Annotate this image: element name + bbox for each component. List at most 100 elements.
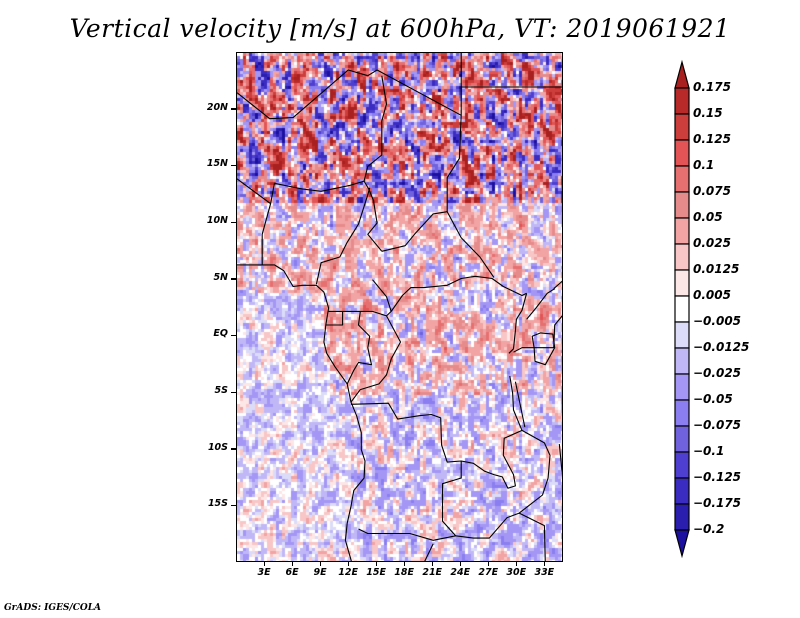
y-tick-label: EQ xyxy=(213,328,228,340)
x-tick-label: 9E xyxy=(313,567,327,578)
border-line xyxy=(237,178,365,205)
border-line xyxy=(237,69,378,120)
x-tick-label: 3E xyxy=(257,567,271,578)
colorbar-segment xyxy=(674,139,690,167)
border-line xyxy=(315,187,371,285)
border-line xyxy=(514,381,526,428)
border-line xyxy=(508,293,528,354)
colorbar-label: 0.05 xyxy=(693,210,723,224)
colorbar-segment xyxy=(674,217,690,245)
x-tick-label: 12E xyxy=(338,567,358,578)
colorbar-segment xyxy=(674,269,690,297)
border-line xyxy=(558,443,562,478)
x-tick-label: 18E xyxy=(394,567,415,578)
colorbar-label: 0.005 xyxy=(693,288,731,302)
border-line xyxy=(328,310,392,317)
x-tick-mark xyxy=(263,561,266,566)
y-tick-mark xyxy=(231,164,236,167)
y-tick-mark xyxy=(231,391,236,393)
x-tick-mark xyxy=(291,561,294,566)
colorbar-label: 0.025 xyxy=(693,236,731,250)
y-tick-label: 10N xyxy=(206,215,228,226)
border-line xyxy=(553,280,562,290)
border-line xyxy=(446,211,495,278)
y-tick-mark xyxy=(231,334,236,337)
border-line xyxy=(350,402,462,541)
y-tick-label: 15S xyxy=(207,498,228,510)
credit-label: GrADS: IGES/COLA xyxy=(4,603,102,613)
border-line xyxy=(346,311,373,385)
colorbar-segment xyxy=(674,425,690,453)
y-tick-label: 5N xyxy=(213,271,228,283)
colorbar-label: 0.175 xyxy=(693,80,731,94)
colorbar-label: 0.15 xyxy=(693,106,723,120)
x-tick-label: 21E xyxy=(422,567,443,578)
colorbar-label: −0.05 xyxy=(693,392,733,406)
x-tick-label: 33E xyxy=(534,567,555,578)
colorbar-segment xyxy=(674,321,690,349)
x-tick-mark xyxy=(347,561,350,566)
colorbar-label: −0.075 xyxy=(693,418,742,432)
x-tick-mark xyxy=(403,561,406,566)
x-tick-mark xyxy=(459,561,462,566)
colorbar-label: 0.0125 xyxy=(693,262,740,276)
colorbar-label: 0.125 xyxy=(693,132,731,146)
colorbar-extend-max xyxy=(674,59,690,89)
colorbar-label: −0.0125 xyxy=(693,340,750,354)
x-tick-mark xyxy=(431,561,434,566)
y-tick-label: 15N xyxy=(206,158,228,170)
border-line xyxy=(461,429,523,489)
vertical-velocity-field xyxy=(237,53,562,561)
colorbar-segment xyxy=(674,503,690,531)
border-line xyxy=(237,264,366,561)
y-tick-mark xyxy=(231,108,236,110)
x-tick-label: 27E xyxy=(478,567,499,578)
border-line xyxy=(509,375,523,431)
colorbar-segment xyxy=(674,191,690,219)
y-tick-mark xyxy=(231,278,236,280)
x-tick-mark xyxy=(515,561,518,566)
border-line xyxy=(261,203,272,265)
y-tick-label: 10S xyxy=(207,441,228,453)
country-borders xyxy=(237,53,562,561)
y-tick-mark xyxy=(231,504,236,507)
colorbar-segment xyxy=(674,451,690,479)
colorbar-label: −0.125 xyxy=(693,470,742,484)
x-tick-mark xyxy=(543,561,546,566)
border-line xyxy=(381,115,462,252)
colorbar-segment xyxy=(674,113,690,141)
border-line xyxy=(531,332,556,366)
x-tick-label: 6E xyxy=(285,567,299,578)
colorbar-segment xyxy=(674,165,690,193)
x-tick-label: 30E xyxy=(506,567,527,578)
colorbar-segment xyxy=(674,295,690,323)
border-line xyxy=(363,75,388,252)
colorbar-label: −0.175 xyxy=(693,496,742,510)
colorbar-label: −0.025 xyxy=(693,366,742,380)
x-tick-label: 15E xyxy=(366,567,386,578)
border-line xyxy=(350,315,402,403)
colorbar-label: 0.1 xyxy=(693,158,715,172)
border-line xyxy=(513,315,562,353)
border-line xyxy=(376,53,462,116)
border-line xyxy=(325,311,344,326)
colorbar-label: −0.2 xyxy=(693,522,725,536)
colorbar-extend-min xyxy=(674,529,690,559)
y-tick-mark xyxy=(231,448,236,450)
border-line xyxy=(518,512,546,561)
colorbar-label: −0.1 xyxy=(693,444,725,458)
y-tick-label: 20N xyxy=(206,101,228,113)
border-line xyxy=(372,275,527,312)
colorbar-label: 0.075 xyxy=(693,184,731,198)
colorbar-segment xyxy=(674,347,690,375)
x-tick-label: 24E xyxy=(450,567,471,578)
border-line xyxy=(424,543,434,561)
x-tick-mark xyxy=(375,561,378,566)
colorbar-segment xyxy=(674,243,690,271)
y-tick-mark xyxy=(231,221,236,223)
map-plot-area xyxy=(236,52,563,562)
x-tick-mark xyxy=(487,561,490,566)
x-tick-mark xyxy=(319,561,322,566)
colorbar-segment xyxy=(674,477,690,505)
border-line xyxy=(455,429,551,539)
